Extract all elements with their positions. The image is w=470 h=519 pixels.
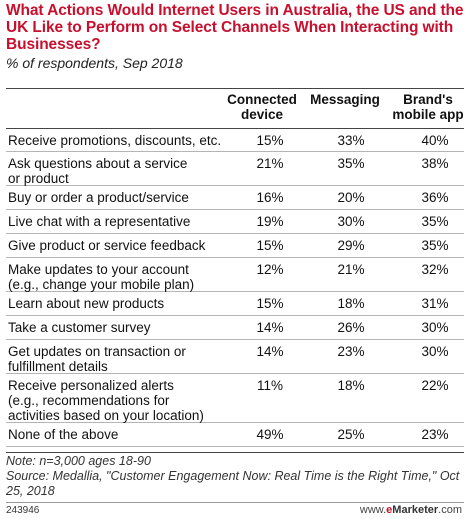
data-cell: 35% <box>421 214 449 229</box>
table-row: Live chat with a representative 19% 30% 35% <box>6 210 464 234</box>
data-cell: 49% <box>256 427 284 442</box>
logo-brand-e: e <box>386 504 393 516</box>
table-row: None of the above 49% 25% 23% <box>6 423 464 447</box>
data-cell: 38% <box>421 156 449 171</box>
data-cell: 16% <box>256 190 284 205</box>
data-cell: 18% <box>337 378 365 393</box>
logo-brand-name: Marketer <box>392 504 439 516</box>
data-cell: 32% <box>421 262 449 277</box>
data-cell: 11% <box>256 378 284 393</box>
data-cell: 31% <box>421 296 449 311</box>
data-cell: 14% <box>256 320 284 335</box>
table-note: Note: n=3,000 ages 18-90 <box>6 454 151 468</box>
data-cell: 21% <box>256 156 284 171</box>
column-header-brands-mobile-app: Brand's mobile app <box>392 92 464 122</box>
data-cell: 15% <box>256 133 284 148</box>
row-label: Buy or order a product/service <box>8 190 189 205</box>
row-label: Ask questions about a service or product <box>8 156 188 186</box>
data-cell: 23% <box>421 427 449 442</box>
data-cell: 15% <box>256 296 284 311</box>
row-label: Take a customer survey <box>8 320 151 335</box>
bottom-divider <box>6 452 464 453</box>
data-cell: 40% <box>421 133 449 148</box>
data-cell: 35% <box>421 238 449 253</box>
row-label: Receive promotions, discounts, etc. <box>8 133 222 148</box>
table-row: Give product or service feedback 15% 29% 35… <box>6 234 464 258</box>
data-cell: 30% <box>421 344 449 359</box>
data-cell: 30% <box>421 320 449 335</box>
row-label: Receive personalized alerts (e.g., recom… <box>8 378 204 423</box>
table-row: Receive promotions, discounts, etc. 15% 33… <box>6 129 464 152</box>
table-body: Receive promotions, discounts, etc. 15% 33… <box>6 129 464 447</box>
data-cell: 18% <box>337 296 365 311</box>
column-header-messaging: Messaging <box>310 92 380 107</box>
table-row: Learn about new products 15% 18% 31% <box>6 292 464 316</box>
data-cell: 20% <box>337 190 365 205</box>
data-cell: 21% <box>337 262 365 277</box>
data-cell: 23% <box>337 344 365 359</box>
data-cell: 12% <box>256 262 284 277</box>
column-header-connected-device: Connected device <box>227 92 297 122</box>
data-cell: 36% <box>421 190 449 205</box>
row-label: Give product or service feedback <box>8 238 206 253</box>
chart-id: 243946 <box>6 505 40 516</box>
data-cell: 29% <box>337 238 365 253</box>
row-label: Learn about new products <box>8 296 165 311</box>
logo-suffix: .com <box>438 504 462 516</box>
chart-subtitle: % of respondents, Sep 2018 <box>6 55 183 71</box>
table-row: Take a customer survey 14% 26% 30% <box>6 316 464 340</box>
data-cell: 33% <box>337 133 365 148</box>
logo-prefix: www. <box>359 504 387 516</box>
data-cell: 19% <box>256 214 284 229</box>
header-divider <box>6 128 464 129</box>
data-cell: 14% <box>256 344 284 359</box>
row-label: Live chat with a representative <box>8 214 191 229</box>
row-label: None of the above <box>8 427 119 442</box>
table-row: Buy or order a product/service 16% 20% 36% <box>6 186 464 210</box>
table-row: Receive personalized alerts (e.g., recom… <box>6 374 464 423</box>
table-row: Make updates to your account (e.g., chan… <box>6 258 464 292</box>
data-cell: 26% <box>337 320 365 335</box>
emarketer-logo: www.eMarketer.com <box>360 504 462 516</box>
table-row: Get updates on transaction or fulfillmen… <box>6 340 464 374</box>
data-cell: 25% <box>337 427 365 442</box>
top-divider <box>6 88 464 89</box>
row-label: Make updates to your account (e.g., chan… <box>8 262 195 292</box>
data-cell: 15% <box>256 238 284 253</box>
data-cell: 35% <box>337 156 365 171</box>
table-source: Source: Medallia, "Customer Engagement N… <box>6 469 460 498</box>
chart-title: What Actions Would Internet Users in Aus… <box>6 2 464 53</box>
footer-divider <box>6 502 464 503</box>
data-cell: 22% <box>421 378 449 393</box>
data-cell: 30% <box>337 214 365 229</box>
table-row: Ask questions about a service or product… <box>6 152 464 186</box>
row-label: Get updates on transaction or fulfillmen… <box>8 344 186 374</box>
